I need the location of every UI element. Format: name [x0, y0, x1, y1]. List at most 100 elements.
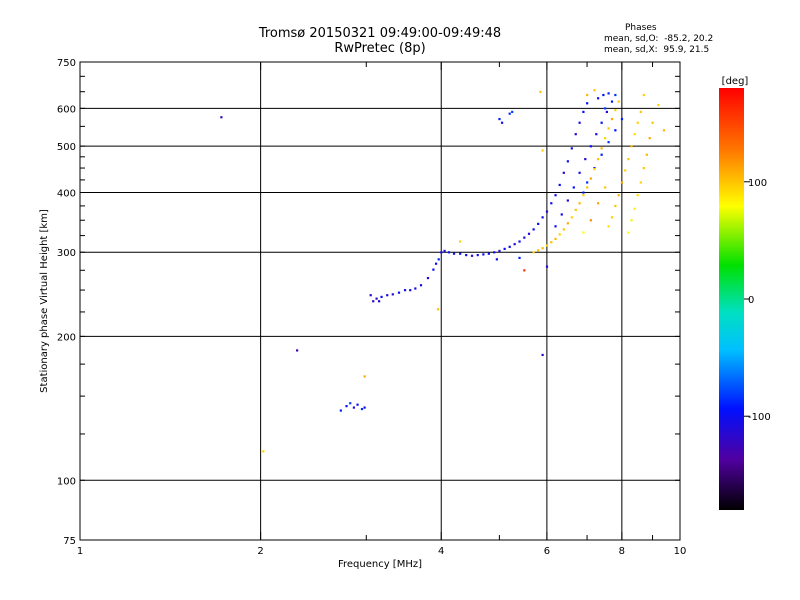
- data-point: [639, 110, 642, 114]
- x-tick-label: 4: [438, 546, 444, 557]
- data-point: [566, 199, 569, 202]
- data-point: [589, 145, 592, 148]
- data-point: [470, 254, 474, 257]
- data-point: [503, 247, 506, 250]
- data-point: [345, 405, 348, 408]
- x-tick-label: 10: [674, 546, 687, 557]
- data-point: [596, 202, 600, 205]
- data-point: [372, 300, 375, 303]
- data-point: [550, 202, 553, 205]
- data-point: [436, 308, 440, 311]
- data-point: [482, 253, 485, 256]
- data-point: [562, 228, 565, 231]
- data-point: [600, 121, 603, 124]
- data-point: [578, 121, 581, 124]
- x-tick-label: 2: [257, 546, 263, 557]
- data-point: [582, 191, 585, 194]
- y-tick-label: 200: [57, 332, 76, 343]
- data-point: [620, 181, 624, 184]
- data-point: [375, 297, 378, 300]
- data-point: [572, 186, 575, 189]
- data-point: [624, 169, 627, 172]
- colorbar-tick-label: 100: [748, 178, 767, 189]
- data-point: [409, 289, 412, 292]
- data-point: [662, 129, 666, 132]
- data-point: [657, 103, 660, 107]
- data-point: [391, 293, 394, 296]
- colorbar-tick-label: 0: [748, 295, 754, 306]
- data-point: [220, 116, 223, 119]
- data-point: [627, 231, 630, 234]
- data-point: [610, 216, 614, 219]
- data-point: [610, 100, 614, 103]
- x-tick-label: 8: [619, 546, 625, 557]
- data-point: [633, 207, 636, 210]
- data-point: [642, 167, 645, 170]
- data-point: [459, 240, 462, 243]
- data-point: [595, 133, 598, 136]
- y-tick-label: 600: [57, 104, 76, 115]
- colorbar: [719, 88, 744, 510]
- data-point: [582, 110, 585, 114]
- data-point: [403, 289, 407, 292]
- data-point: [586, 181, 589, 184]
- y-axis-label: Stationary phase Virtual Height [km]: [39, 209, 50, 393]
- data-point: [447, 251, 451, 254]
- data-point: [604, 137, 607, 140]
- data-point: [452, 252, 456, 255]
- colorbar-ticks: 100 0 -100: [744, 178, 771, 423]
- data-point: [593, 167, 596, 171]
- data-point: [443, 249, 446, 253]
- colorbar-label: [deg]: [722, 76, 749, 87]
- data-point: [614, 93, 617, 97]
- x-tick-labels: 1 2 4 6 8 10: [77, 546, 687, 557]
- data-point: [498, 249, 501, 253]
- data-point: [414, 287, 417, 290]
- data-point: [363, 375, 366, 378]
- data-point: [600, 147, 603, 150]
- data-point: [296, 349, 299, 352]
- data-point: [582, 231, 585, 234]
- data-point: [508, 245, 511, 248]
- data-point: [651, 121, 654, 124]
- data-point: [532, 228, 535, 231]
- data-point: [527, 232, 531, 235]
- data-point: [633, 133, 636, 136]
- data-point: [550, 241, 553, 244]
- data-point: [493, 251, 496, 254]
- data-point: [352, 406, 356, 409]
- data-point: [614, 109, 617, 112]
- data-point: [377, 300, 381, 303]
- data-point: [541, 247, 544, 250]
- data-point: [487, 252, 490, 255]
- data-point: [630, 219, 633, 222]
- data-point: [363, 406, 366, 409]
- phases-o-mode-stats: mean, sd,O: -85.2, 20.2: [604, 34, 714, 44]
- data-point: [607, 92, 610, 95]
- data-point: [545, 210, 549, 213]
- data-point: [593, 89, 596, 92]
- data-point: [539, 90, 542, 93]
- data-point: [426, 276, 430, 280]
- data-point: [465, 254, 468, 257]
- data-point: [604, 186, 607, 189]
- data-point: [562, 171, 565, 174]
- data-point: [554, 194, 557, 197]
- data-point: [586, 102, 589, 105]
- data-point: [610, 117, 614, 121]
- x-tick-label: 1: [77, 546, 83, 557]
- data-point: [554, 237, 557, 241]
- data-point: [541, 216, 544, 219]
- data-point: [511, 110, 514, 114]
- colorbar-tick-label: -100: [748, 412, 771, 423]
- data-point: [518, 256, 521, 260]
- data-point: [605, 110, 608, 114]
- data-point: [419, 284, 423, 287]
- y-tick-label: 750: [57, 58, 76, 69]
- data-point: [356, 403, 359, 406]
- data-point: [523, 236, 526, 239]
- chart-title-line-2: RwPretec (8p): [334, 41, 426, 56]
- data-point: [607, 127, 610, 130]
- data-point: [630, 145, 633, 148]
